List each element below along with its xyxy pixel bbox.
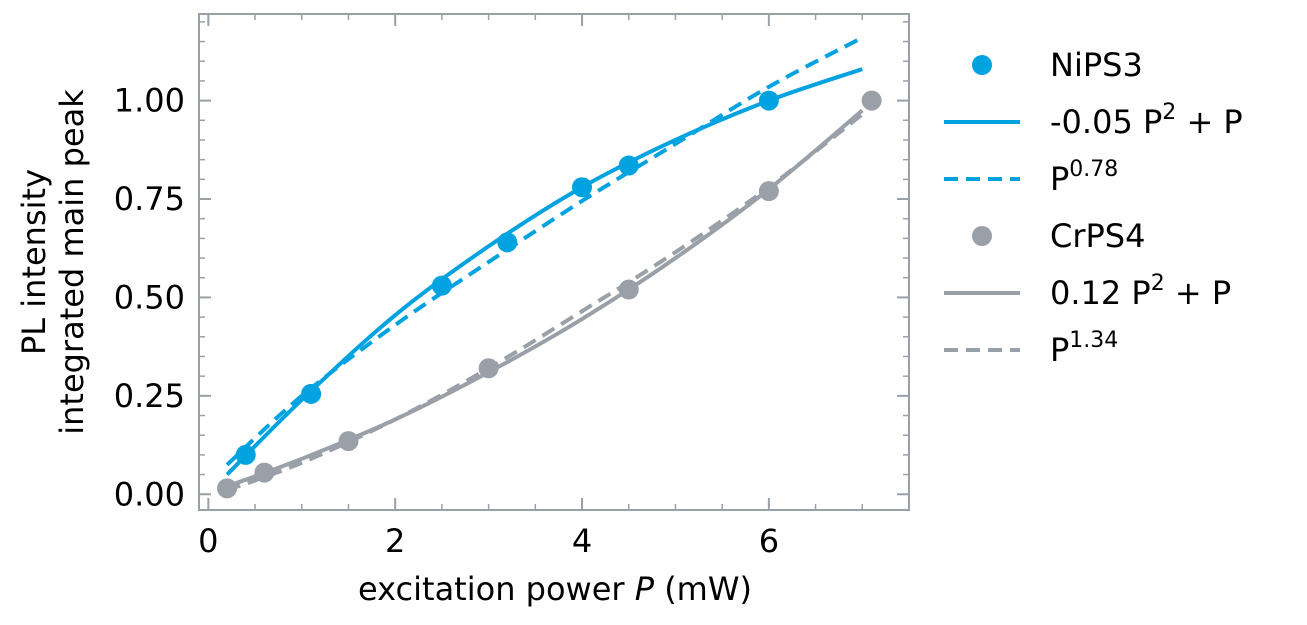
data-point-3	[338, 431, 359, 452]
data-point-3	[758, 181, 779, 202]
data-point-0	[572, 177, 593, 198]
x-axis-label: excitation power P (mW)	[358, 570, 752, 608]
y-tick-label: 0.25	[114, 377, 185, 415]
data-point-3	[217, 478, 238, 499]
legend-label: P0.78	[1050, 157, 1118, 198]
x-tick-label: 4	[572, 522, 592, 560]
data-point-3	[478, 358, 499, 379]
legend-label: NiPS3	[1050, 46, 1143, 84]
data-point-3	[618, 279, 639, 300]
x-tick-label: 2	[385, 522, 405, 560]
y-tick-label: 0.50	[114, 278, 185, 316]
tick-labels: 0 2 4 6 0.00 0.25 0.50 0.75 1.00	[114, 82, 779, 560]
x-tick-label: 0	[198, 522, 218, 560]
legend-marker	[972, 226, 992, 246]
y-tick-label: 1.00	[114, 82, 185, 120]
data-point-0	[618, 155, 639, 176]
data-point-3	[861, 90, 882, 111]
legend-label: -0.05 P2 + P	[1050, 100, 1243, 141]
data-point-0	[497, 232, 518, 253]
series-layer	[217, 35, 882, 499]
y-axis-label-line2: integrated main peak	[53, 89, 91, 435]
series-line-5	[226, 112, 864, 493]
data-point-0	[758, 90, 779, 111]
legend-label: CrPS4	[1050, 217, 1145, 255]
series-line-4	[226, 108, 864, 489]
legend-label: 0.12 P2 + P	[1050, 271, 1231, 312]
series-line-1	[225, 67, 863, 476]
legend-label: P1.34	[1050, 328, 1118, 369]
y-axis-label-line1: PL intensity	[15, 169, 53, 355]
x-tick-label: 6	[759, 522, 779, 560]
legend: NiPS3 -0.05 P2 + P P0.78 CrPS4 0.12 P2 + P P1…	[944, 46, 1243, 369]
data-point-0	[431, 275, 452, 296]
data-point-0	[301, 383, 322, 404]
data-point-3	[254, 462, 275, 483]
y-tick-label: 0.75	[114, 180, 185, 218]
y-tick-label: 0.00	[114, 475, 185, 513]
legend-marker	[972, 55, 992, 75]
plot-frame	[198, 13, 910, 511]
data-point-0	[235, 444, 256, 465]
